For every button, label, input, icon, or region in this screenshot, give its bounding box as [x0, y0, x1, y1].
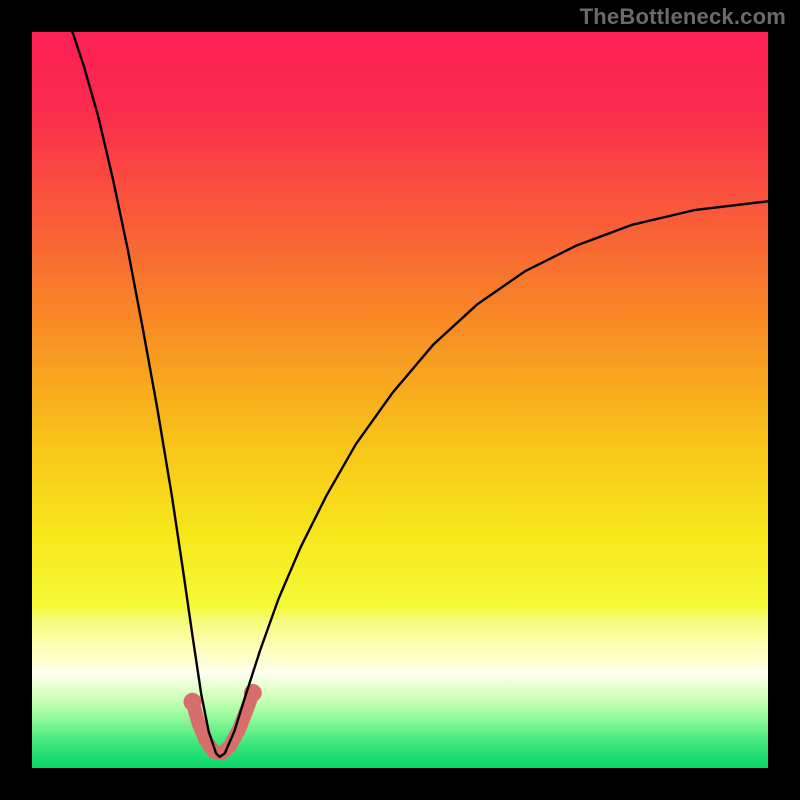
plot-area: [32, 32, 768, 768]
watermark-text: TheBottleneck.com: [580, 4, 786, 30]
highlight-marker-start: [183, 693, 201, 711]
chart-stage: TheBottleneck.com: [0, 0, 800, 800]
bottleneck-chart: [0, 0, 800, 800]
